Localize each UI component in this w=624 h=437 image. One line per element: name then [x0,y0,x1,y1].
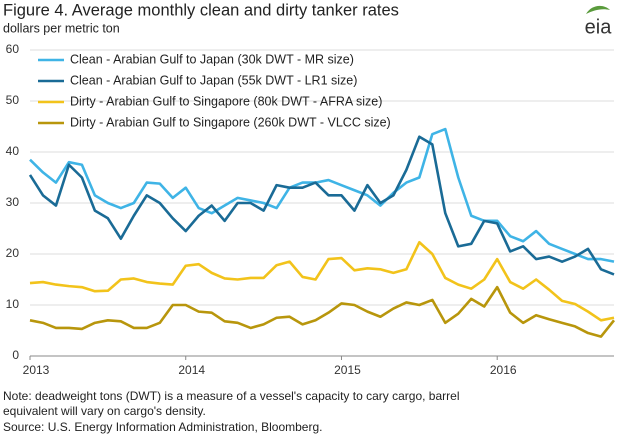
legend-label: Dirty - Arabian Gulf to Singapore (80k D… [70,94,382,108]
y-tick-label: 50 [6,93,20,107]
x-tick-label: 2016 [490,363,517,377]
y-tick-label: 30 [6,195,20,209]
logo: eia [585,5,613,38]
logo-leaf [586,5,610,14]
legend-label: Dirty - Arabian Gulf to Singapore (260k … [70,115,391,129]
series-line [29,240,615,322]
legend-label: Clean - Arabian Gulf to Japan (30k DWT -… [70,52,354,66]
note-line-1: Note: deadweight tons (DWT) is a measure… [3,389,459,403]
y-tick-label: 20 [6,246,20,260]
x-tick-label: 2015 [334,363,361,377]
x-tick-label: 2013 [23,363,50,377]
y-tick-label: 40 [6,144,20,158]
legend-label: Clean - Arabian Gulf to Japan (55k DWT -… [70,73,357,87]
series-line [28,135,615,276]
source: Source: U.S. Energy Information Administ… [3,420,322,434]
chart-title: Figure 4. Average monthly clean and dirt… [3,1,399,19]
y-tick-label: 60 [6,42,20,56]
y-tick-label: 10 [6,297,20,311]
note-line-2: equivalent will vary on cargo's density. [3,404,206,418]
y-tick-label: 0 [12,348,19,362]
series-line [29,285,616,338]
logo-text: eia [585,16,613,38]
x-tick-label: 2014 [178,363,205,377]
series-line [29,127,615,263]
chart-subtitle: dollars per metric ton [3,21,120,35]
